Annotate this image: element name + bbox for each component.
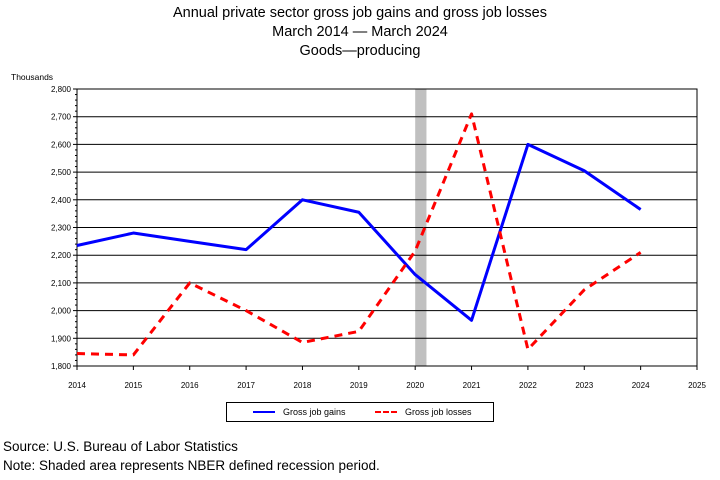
x-tick-label: 2025 [688,381,706,390]
x-tick-label: 2015 [124,381,142,390]
y-tick-label: 2,500 [51,168,72,177]
chart-legend: Gross job gains Gross job losses [226,402,494,422]
y-tick-label: 2,800 [51,85,72,94]
legend-label-losses: Gross job losses [405,407,472,417]
x-tick-label: 2024 [632,381,650,390]
y-tick-label: 2,400 [51,196,72,205]
x-tick-label: 2018 [294,381,312,390]
y-tick-label: 2,100 [51,279,72,288]
y-axis-unit-label: Thousands [11,72,54,82]
legend-swatch-losses [375,411,397,413]
source-note: Source: U.S. Bureau of Labor Statistics [3,439,238,454]
series-line-gross-job-gains [76,142,642,322]
legend-item-losses: Gross job losses [375,407,472,417]
x-tick-label: 2022 [519,381,537,390]
legend-item-gains: Gross job gains [253,407,346,417]
chart-title-line-2: March 2014 — March 2024 [272,24,448,40]
x-tick-label: 2021 [463,381,481,390]
y-tick-label: 2,300 [51,224,72,233]
legend-label-gains: Gross job gains [283,407,346,417]
x-tick-label: 2016 [181,381,199,390]
plot-frame [76,88,698,367]
legend-swatch-gains [253,411,275,413]
y-tick-label: 2,600 [51,140,72,149]
line-chart: 1,800 1,900 2,000 2,100 2,200 2,300 2,400 2,500… [51,85,706,390]
y-tick-label: 2,700 [51,113,72,122]
series-line-gross-job-losses [76,112,642,357]
recession-note: Note: Shaded area represents NBER define… [3,458,380,473]
x-tick-label: 2019 [350,381,368,390]
y-tick-label: 2,200 [51,251,72,260]
y-tick-label: 1,900 [51,334,72,343]
x-tick-label: 2014 [68,381,86,390]
x-tick-label: 2023 [575,381,593,390]
chart-title-line-1: Annual private sector gross job gains an… [173,5,547,21]
y-tick-label: 2,000 [51,307,72,316]
x-tick-label: 2020 [406,381,424,390]
y-tick-label: 1,800 [51,362,72,371]
x-tick-label: 2017 [237,381,255,390]
chart-title-line-3: Goods—producing [299,43,421,59]
